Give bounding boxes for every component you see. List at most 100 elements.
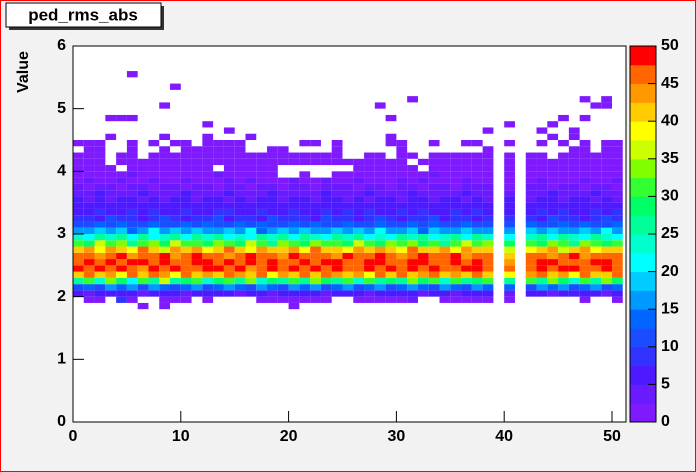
heatmap-cell — [504, 259, 515, 266]
heatmap-cell — [482, 196, 494, 203]
heatmap-cell — [568, 165, 580, 172]
heatmap-cell — [364, 208, 375, 216]
heatmap-cell — [461, 165, 472, 172]
heatmap-cell — [558, 196, 569, 203]
heatmap-cell — [245, 202, 257, 209]
heatmap-cell — [396, 196, 408, 203]
heatmap-cell — [277, 202, 289, 209]
heatmap-cell — [170, 284, 181, 291]
heatmap-cell — [590, 208, 602, 216]
heatmap-cell — [256, 177, 268, 184]
heatmap-cell — [137, 171, 149, 178]
heatmap-cell — [558, 215, 569, 222]
heatmap-cell — [94, 152, 106, 159]
heatmap-cell — [568, 133, 580, 140]
heatmap-cell — [579, 277, 591, 285]
heatmap-cell — [126, 190, 138, 197]
heatmap-cell — [83, 296, 95, 303]
heatmap-cell — [288, 252, 300, 260]
heatmap-cell — [450, 215, 462, 222]
heatmap-cell — [223, 190, 235, 197]
heatmap-cell — [471, 221, 483, 228]
heatmap-cell — [547, 171, 559, 178]
heatmap-cell — [180, 146, 192, 153]
heatmap-cell — [191, 221, 203, 228]
heatmap-cell — [428, 152, 440, 159]
heatmap-cell — [191, 265, 203, 272]
heatmap-cell — [94, 215, 106, 222]
heatmap-cell — [73, 240, 84, 247]
heatmap-cell — [439, 152, 451, 159]
heatmap-cell — [83, 221, 95, 228]
heatmap-cell — [180, 227, 192, 234]
heatmap-cell — [73, 246, 84, 253]
heatmap-cell — [461, 271, 472, 278]
heatmap-cell — [126, 296, 138, 303]
heatmap-cell — [417, 196, 429, 203]
heatmap-cell — [471, 208, 483, 216]
heatmap-cell — [396, 140, 408, 147]
heatmap-cell — [202, 202, 214, 209]
heatmap-cell — [288, 234, 300, 241]
heatmap-cell — [471, 140, 483, 147]
heatmap-cell — [223, 259, 235, 266]
heatmap-cell — [320, 284, 332, 291]
heatmap-cell — [417, 190, 429, 197]
heatmap-cell — [148, 271, 160, 278]
heatmap-cell — [417, 265, 429, 272]
heatmap-cell — [73, 183, 84, 191]
heatmap-cell — [428, 140, 440, 147]
heatmap-cell — [223, 140, 235, 147]
heatmap-cell — [148, 183, 160, 191]
heatmap-cell — [417, 277, 429, 285]
heatmap-cell — [471, 177, 483, 184]
heatmap-cell — [288, 290, 300, 297]
heatmap-cell — [568, 290, 580, 297]
heatmap-cell — [504, 234, 515, 241]
heatmap-cell — [277, 196, 289, 203]
heatmap-cell — [191, 202, 203, 209]
heatmap-cell — [191, 259, 203, 266]
heatmap-cell — [83, 227, 95, 234]
heatmap-cell — [439, 227, 451, 234]
heatmap-cell — [180, 221, 192, 228]
heatmap-cell — [482, 215, 494, 222]
heatmap-cell — [353, 183, 365, 191]
heatmap-cell — [579, 246, 591, 253]
heatmap-cell — [547, 121, 559, 128]
heatmap-cell — [536, 165, 548, 172]
heatmap-cell — [461, 190, 472, 197]
heatmap-cell — [461, 183, 472, 191]
heatmap-cell — [180, 183, 192, 191]
heatmap-cell — [223, 177, 235, 184]
heatmap-cell — [159, 152, 171, 159]
heatmap-cell — [374, 165, 386, 172]
heatmap-cell — [364, 152, 375, 159]
heatmap-cell — [73, 171, 84, 178]
heatmap-cell — [126, 196, 138, 203]
heatmap-cell — [288, 152, 300, 159]
heatmap-cell — [547, 177, 559, 184]
heatmap-cell — [536, 215, 548, 222]
heatmap-cell — [94, 146, 106, 153]
heatmap-cell — [471, 158, 483, 166]
heatmap-cell — [310, 202, 321, 209]
heatmap-cell — [590, 246, 602, 253]
heatmap-cell — [417, 221, 429, 228]
heatmap-cell — [342, 234, 354, 241]
heatmap-cell — [320, 296, 332, 303]
heatmap-cell — [126, 277, 138, 285]
heatmap-cell — [320, 290, 332, 297]
heatmap-cell — [450, 296, 462, 303]
heatmap-cell — [417, 234, 429, 241]
heatmap-cell — [180, 171, 192, 178]
heatmap-cell — [450, 183, 462, 191]
heatmap-cell — [277, 208, 289, 216]
heatmap-cell — [471, 196, 483, 203]
heatmap-cell — [137, 271, 149, 278]
heatmap-cell — [320, 196, 332, 203]
heatmap-cell — [320, 177, 332, 184]
heatmap-cell — [558, 240, 569, 247]
heatmap-cell — [180, 284, 192, 291]
heatmap-cell — [568, 221, 580, 228]
